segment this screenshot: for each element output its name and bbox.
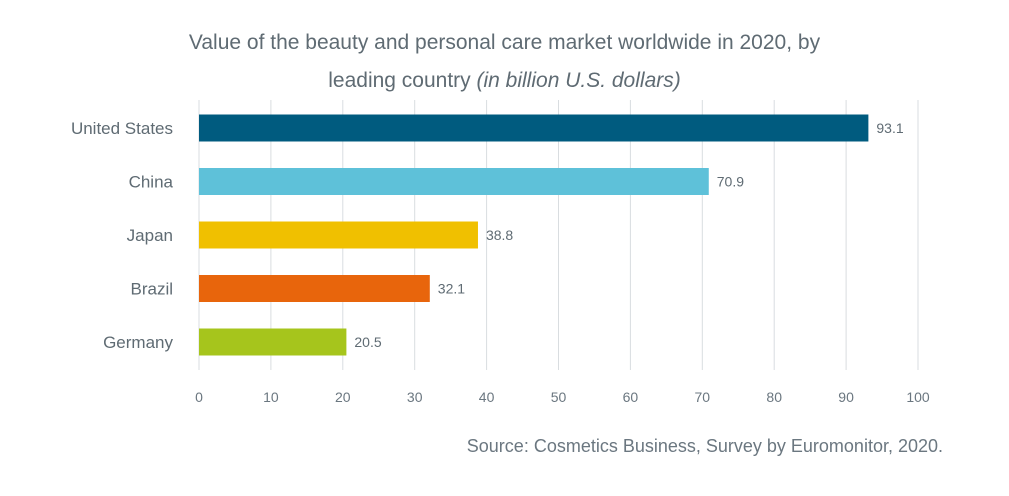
chart-title-line2: leading country (in billion U.S. dollars…: [0, 62, 1009, 100]
chart-title-unit: (in billion U.S. dollars): [476, 69, 681, 92]
value-label: 20.5: [354, 334, 381, 350]
value-label: 38.8: [486, 227, 513, 243]
x-tick-label: 90: [838, 389, 854, 405]
source-note: Source: Cosmetics Business, Survey by Eu…: [466, 436, 943, 456]
x-tick-label: 80: [766, 389, 782, 405]
chart-title: Value of the beauty and personal care ma…: [0, 24, 1009, 100]
value-label: 32.1: [438, 281, 465, 297]
x-tick-label: 70: [695, 389, 711, 405]
category-label: China: [129, 173, 174, 192]
category-label: Brazil: [130, 280, 173, 299]
value-label: 93.1: [876, 120, 903, 136]
category-label: United States: [71, 119, 173, 138]
bar-china: [199, 168, 709, 195]
x-tick-label: 100: [906, 389, 930, 405]
x-tick-label: 50: [551, 389, 567, 405]
chart-title-line1: Value of the beauty and personal care ma…: [188, 31, 821, 54]
x-tick-label: 10: [263, 389, 279, 405]
bar-germany: [199, 328, 347, 356]
x-tick-label: 0: [195, 389, 203, 405]
bar-united-states: [199, 114, 869, 142]
bar-japan: [199, 221, 478, 249]
category-label: Japan: [127, 226, 173, 245]
bar-brazil: [199, 275, 430, 302]
x-tick-label: 60: [623, 389, 639, 405]
x-tick-label: 20: [335, 389, 351, 405]
chart-title-line2-text: leading country: [328, 69, 477, 92]
value-label: 70.9: [717, 174, 744, 190]
x-tick-label: 40: [479, 389, 495, 405]
category-label: Germany: [103, 333, 173, 352]
x-tick-label: 30: [407, 389, 423, 405]
